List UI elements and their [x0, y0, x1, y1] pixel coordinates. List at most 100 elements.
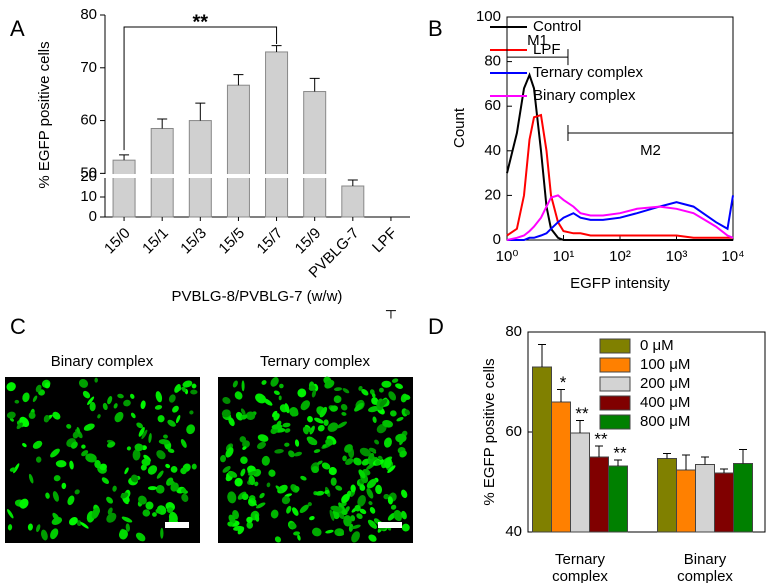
cell [403, 394, 411, 400]
cell [36, 524, 41, 532]
x-axis-label: PVBLG-8/PVBLG-7 (w/w) [172, 288, 343, 305]
cell [140, 400, 146, 410]
cell [389, 410, 397, 417]
cell [112, 485, 117, 492]
cell [384, 457, 392, 469]
cell [308, 385, 316, 391]
legend-swatch [599, 376, 631, 392]
cell [271, 424, 283, 430]
error-bar [576, 420, 584, 433]
cell [148, 433, 152, 443]
legend-label: 800 μM [640, 413, 690, 430]
cell [239, 436, 247, 443]
cell [101, 477, 110, 484]
error-bar [720, 468, 728, 473]
cell [145, 501, 154, 510]
cell [45, 492, 50, 499]
series-line [506, 72, 733, 241]
cell [270, 509, 279, 519]
cell [372, 416, 377, 423]
cell [246, 516, 253, 523]
cell [261, 455, 270, 466]
error-bar [157, 118, 168, 129]
cell [281, 496, 291, 505]
cell [78, 379, 89, 388]
cell [299, 504, 309, 513]
cell [279, 383, 284, 389]
cell [359, 484, 366, 491]
cell [399, 450, 407, 458]
cell [7, 509, 14, 519]
cell [168, 511, 178, 524]
cell [155, 484, 165, 494]
legend-swatch [599, 357, 631, 373]
y-tick-label: 60 [484, 97, 501, 114]
cell [135, 532, 146, 542]
cell [234, 391, 243, 400]
cell [19, 498, 29, 509]
cell [89, 401, 96, 412]
error-bar [271, 45, 282, 52]
cell [9, 417, 14, 422]
bar [188, 120, 212, 218]
cell [288, 450, 295, 458]
cell [28, 473, 34, 484]
cell [341, 493, 350, 504]
panel-label: C [10, 314, 26, 339]
cell [368, 447, 377, 453]
cell [374, 439, 380, 445]
cell [401, 489, 408, 499]
cell [309, 516, 315, 521]
legend-swatch [599, 414, 631, 430]
error-bar [195, 102, 206, 121]
cell [284, 403, 290, 414]
cell [160, 527, 164, 539]
cell [76, 520, 82, 527]
cell [113, 403, 118, 409]
cell [222, 466, 231, 473]
bar [695, 464, 715, 533]
bar [714, 472, 734, 533]
cell [174, 384, 181, 393]
cell [130, 474, 139, 483]
x-tick-label: Ternary complex [552, 551, 608, 583]
cell [132, 449, 141, 461]
cell [284, 442, 290, 447]
cell [181, 386, 187, 393]
cell [335, 485, 343, 491]
panel-label: A [10, 16, 25, 41]
cell [263, 398, 273, 406]
cell [322, 444, 327, 448]
cell [321, 462, 331, 470]
cell [376, 423, 387, 434]
cell [130, 412, 136, 419]
cell [240, 468, 246, 477]
cell [126, 446, 132, 451]
cell [297, 534, 301, 541]
cell [304, 426, 313, 433]
cell [69, 460, 74, 470]
cell [142, 509, 151, 517]
cell [138, 426, 145, 437]
cell [70, 441, 78, 449]
cell [242, 446, 247, 450]
cell [377, 455, 383, 460]
cell [50, 528, 59, 540]
cell [274, 449, 284, 454]
x-tick-label: 10³ [666, 248, 688, 265]
cell [124, 467, 129, 475]
cell [336, 421, 347, 429]
cell [50, 448, 60, 458]
cell [289, 522, 297, 530]
cell [68, 517, 78, 526]
cell [141, 429, 148, 440]
cell [361, 389, 369, 396]
cell [241, 493, 249, 501]
cell [9, 467, 16, 472]
cell [16, 422, 23, 430]
legend-label: 100 μM [640, 356, 690, 373]
panel-label: B [428, 16, 443, 41]
error-bar [682, 454, 690, 470]
y-tick-label: 50 [80, 164, 97, 181]
cell [52, 411, 61, 420]
